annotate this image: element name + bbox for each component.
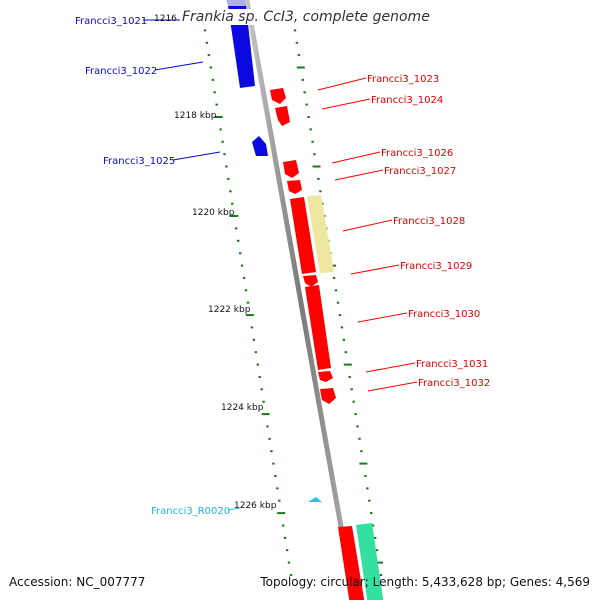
accession-text: Accession: NC_007777	[9, 575, 146, 589]
leader-r0020	[227, 507, 241, 511]
leader-1032	[367, 381, 418, 392]
gene-francci3-1032[interactable]	[320, 388, 336, 404]
gene-label-1024[interactable]: Francci3_1024	[371, 95, 443, 106]
gene-label-r0020[interactable]: Francci3_R0020	[151, 506, 230, 517]
gene-bottom-green[interactable]	[356, 523, 384, 600]
rna-francci3-r0020[interactable]	[308, 497, 322, 502]
gene-francci3-1029[interactable]	[290, 197, 316, 274]
scale-labels: 1216 1218 kbp 1220 kbp 1222 kbp 1224 kbp…	[154, 14, 277, 511]
gene-label-1030[interactable]: Francci3_1030	[408, 309, 480, 320]
genome-backbone	[244, 0, 357, 600]
leader-1027	[334, 169, 384, 181]
gene-label-1025[interactable]: Francci3_1025	[103, 156, 175, 167]
scale-label: 1222 kbp	[208, 305, 251, 315]
genome-title: Frankia sp. CcI3, complete genome	[180, 9, 432, 25]
scale-label: 1226 kbp	[234, 501, 277, 511]
gene-label-1032[interactable]: Francci3_1032	[418, 378, 490, 389]
gene-francci3-1028[interactable]	[307, 195, 334, 273]
scale-label: 1220 kbp	[192, 208, 235, 218]
gene-label-1031[interactable]: Francci3_1031	[416, 359, 488, 370]
gene-francci3-1027[interactable]	[287, 180, 302, 194]
gene-francci3-1023[interactable]	[270, 88, 286, 104]
gene-francci3-1025[interactable]	[252, 136, 268, 156]
gene-label-1029[interactable]: Francci3_1029	[400, 261, 472, 272]
leader-1029	[350, 264, 400, 275]
leader-1024	[321, 98, 371, 110]
gene-francci3-1026[interactable]	[283, 160, 299, 178]
gene-francci3-1021[interactable]	[225, 0, 246, 6]
gene-francci3-1030[interactable]	[305, 285, 331, 370]
gene-francci3-1031[interactable]	[318, 371, 333, 382]
scale-label: 1216	[154, 14, 177, 24]
gene-francci3-1029b[interactable]	[303, 275, 318, 287]
scale-ticks-left	[199, 17, 293, 576]
gene-label-1026[interactable]: Francci3_1026	[381, 148, 453, 159]
leader-1022	[154, 61, 204, 71]
leader-1028	[342, 219, 393, 232]
leader-1023	[317, 77, 367, 91]
leader-1030	[357, 312, 408, 323]
gene-label-1028[interactable]: Francci3_1028	[393, 216, 465, 227]
scale-ticks-right	[291, 17, 383, 576]
gene-features	[225, 0, 384, 600]
genome-info-text: Topology: circular; Length: 5,433,628 bp…	[260, 575, 590, 589]
scale-label: 1224 kbp	[221, 403, 264, 413]
scale-label: 1218 kbp	[174, 111, 217, 121]
gene-francci3-1024[interactable]	[275, 106, 290, 126]
leader-1025	[172, 151, 221, 161]
gene-label-1023[interactable]: Francci3_1023	[367, 74, 439, 85]
gene-francci3-1022[interactable]	[228, 6, 255, 88]
leader-1026	[331, 151, 381, 164]
leader-1031	[365, 362, 416, 373]
gene-bottom-red[interactable]	[338, 526, 365, 600]
gene-labels: Francci3_1021 Francci3_1022 Francci3_102…	[75, 16, 490, 517]
gene-label-1027[interactable]: Francci3_1027	[384, 166, 456, 177]
gene-label-1022[interactable]: Francci3_1022	[85, 66, 157, 77]
gene-label-1021[interactable]: Francci3_1021	[75, 16, 147, 27]
